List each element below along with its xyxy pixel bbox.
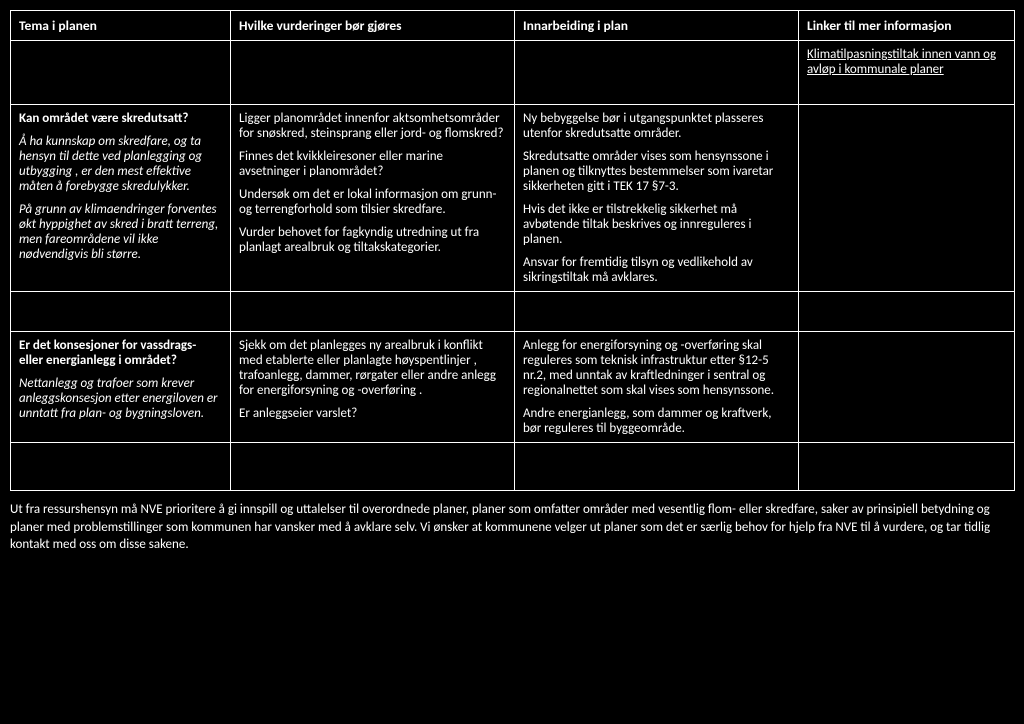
cell-text: Er anleggseier varslet? [239, 406, 506, 421]
table-row [11, 292, 1015, 332]
cell-text: Hvis det ikke er tilstrekkelig sikkerhet… [523, 202, 790, 247]
row-heading: Kan området være skredutsatt? [19, 111, 222, 126]
cell-text: Anlegg for energiforsyning og -overførin… [523, 338, 790, 398]
cell [231, 41, 515, 105]
row-desc: På grunn av klimaendringer forventes økt… [19, 202, 222, 262]
cell [231, 292, 515, 332]
row-desc: Å ha kunnskap om skredfare, og ta hensyn… [19, 134, 222, 194]
cell-text: Andre energianlegg, som dammer og kraftv… [523, 406, 790, 436]
cell-tema: Er det konsesjoner for vassdrags- eller … [11, 332, 231, 443]
table-row: Kan området være skredutsatt? Å ha kunns… [11, 105, 1015, 292]
cell [11, 292, 231, 332]
header-vurderinger: Hvilke vurderinger bør gjøres [231, 11, 515, 41]
cell-link: Klimatilpasningstiltak innen vann og avl… [799, 41, 1015, 105]
footer-text: Ut fra ressurshensyn må NVE prioritere å… [10, 501, 1014, 554]
row-desc: Nettanlegg og trafoer som krever anleggs… [19, 376, 222, 421]
cell [515, 292, 799, 332]
table-row: Er det konsesjoner for vassdrags- eller … [11, 332, 1015, 443]
header-linker: Linker til mer informasjon [799, 11, 1015, 41]
cell [515, 41, 799, 105]
table-row: Klimatilpasningstiltak innen vann og avl… [11, 41, 1015, 105]
cell-link [799, 105, 1015, 292]
header-tema: Tema i planen [11, 11, 231, 41]
cell-link [799, 332, 1015, 443]
cell-text: Vurder behovet for fagkyndig utredning u… [239, 225, 506, 255]
table-row [11, 443, 1015, 491]
cell-tema: Kan området være skredutsatt? Å ha kunns… [11, 105, 231, 292]
cell [799, 443, 1015, 491]
row-heading: Er det konsesjoner for vassdrags- eller … [19, 338, 222, 368]
cell-innarbeiding: Anlegg for energiforsyning og -overførin… [515, 332, 799, 443]
cell-text: Ligger planområdet innenfor aktsomhetsom… [239, 111, 506, 141]
cell-text: Sjekk om det planlegges ny arealbruk i k… [239, 338, 506, 398]
cell-text: Undersøk om det er lokal informasjon om … [239, 187, 506, 217]
cell-text: Skredutsatte områder vises som hensynsso… [523, 149, 790, 194]
cell-text: Ny bebyggelse bør i utgangspunktet plass… [523, 111, 790, 141]
cell-text: Finnes det kvikkleiresoner eller marine … [239, 149, 506, 179]
cell [11, 41, 231, 105]
cell [515, 443, 799, 491]
cell [231, 443, 515, 491]
header-innarbeiding: Innarbeiding i plan [515, 11, 799, 41]
cell-vurderinger: Ligger planområdet innenfor aktsomhetsom… [231, 105, 515, 292]
link-klimatilpasning[interactable]: Klimatilpasningstiltak innen vann og avl… [807, 47, 996, 77]
cell-innarbeiding: Ny bebyggelse bør i utgangspunktet plass… [515, 105, 799, 292]
plan-table: Tema i planen Hvilke vurderinger bør gjø… [10, 10, 1015, 491]
table-header-row: Tema i planen Hvilke vurderinger bør gjø… [11, 11, 1015, 41]
cell [799, 292, 1015, 332]
cell-text: Ansvar for fremtidig tilsyn og vedlikeho… [523, 255, 790, 285]
cell-vurderinger: Sjekk om det planlegges ny arealbruk i k… [231, 332, 515, 443]
cell [11, 443, 231, 491]
